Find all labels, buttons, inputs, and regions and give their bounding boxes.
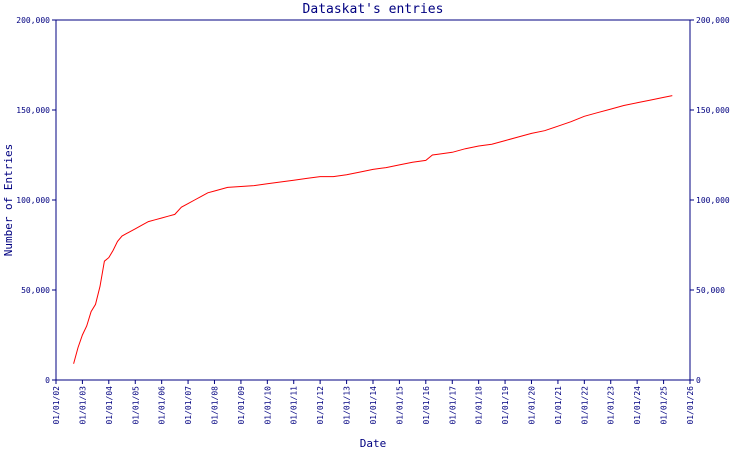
x-tick-label: 01/01/10	[263, 386, 272, 425]
series-line	[73, 95, 673, 364]
x-tick-label: 01/01/08	[210, 386, 219, 425]
y-tick-label-left: 150,000	[16, 106, 50, 115]
y-tick-label-right: 100,000	[696, 196, 730, 205]
axis-ticks: 0 0 50,000 50,000 100,000 100,000 150,000 150,0…	[16, 16, 730, 425]
x-tick-label: 01/01/05	[131, 386, 140, 425]
x-tick-label: 01/01/26	[686, 386, 695, 425]
y-tick-label-right: 200,000	[696, 16, 730, 25]
x-tick-label: 01/01/03	[78, 386, 87, 425]
x-axis-label: Date	[360, 437, 387, 450]
x-tick-label: 01/01/04	[105, 386, 114, 425]
y-tick-label-left: 50,000	[21, 286, 50, 295]
x-tick-label: 01/01/25	[660, 386, 669, 425]
x-tick-label: 01/01/24	[633, 386, 642, 425]
x-tick-label: 01/01/16	[422, 386, 431, 425]
x-tick-label: 01/01/23	[607, 386, 616, 425]
y-tick-label-right: 0	[696, 376, 701, 385]
y-tick-label-left: 0	[45, 376, 50, 385]
x-tick-label: 01/01/02	[52, 386, 61, 425]
x-tick-label: 01/01/11	[290, 386, 299, 425]
y-axis-label: Number of Entries	[2, 144, 15, 257]
x-tick-label: 01/01/20	[527, 386, 536, 425]
plot-frame	[55, 19, 691, 381]
y-tick-label-right: 150,000	[696, 106, 730, 115]
x-tick-label: 01/01/14	[369, 386, 378, 425]
x-tick-label: 01/01/06	[158, 386, 167, 425]
x-tick-label: 01/01/09	[237, 386, 246, 425]
y-tick-label-left: 200,000	[16, 16, 50, 25]
x-tick-label: 01/01/22	[580, 386, 589, 425]
series-group	[73, 95, 673, 364]
y-tick-label-right: 50,000	[696, 286, 725, 295]
x-tick-label: 01/01/15	[395, 386, 404, 425]
x-tick-label: 01/01/19	[501, 386, 510, 425]
x-tick-label: 01/01/17	[448, 386, 457, 425]
x-tick-label: 01/01/13	[343, 386, 352, 425]
x-tick-label: 01/01/12	[316, 386, 325, 425]
x-tick-label: 01/01/18	[475, 386, 484, 425]
chart-title: Dataskat's entries	[303, 2, 444, 17]
x-tick-label: 01/01/21	[554, 386, 563, 425]
y-tick-label-left: 100,000	[16, 196, 50, 205]
x-tick-label: 01/01/07	[184, 386, 193, 425]
